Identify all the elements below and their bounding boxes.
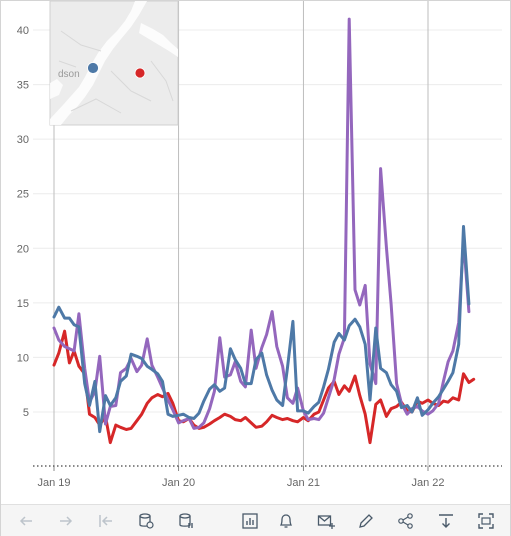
map-water-sound <box>139 23 178 57</box>
y-tick-label: 15 <box>17 298 29 310</box>
x-axis: Jan 19 Jan 20 Jan 21 Jan 22 <box>33 465 502 489</box>
y-tick-label: 40 <box>17 25 29 37</box>
alert-bell-icon <box>279 514 293 528</box>
map-water-bay <box>50 79 63 99</box>
redo-button[interactable] <box>55 511 77 531</box>
x-tick-label: Jan 19 <box>37 477 70 489</box>
y-tick-label: 10 <box>17 352 29 364</box>
inset-map[interactable]: dson <box>49 1 179 126</box>
map-place-label: dson <box>58 69 80 80</box>
y-tick-label: 25 <box>17 189 29 201</box>
revert-icon <box>99 515 112 527</box>
pause-data-button[interactable] <box>175 511 197 531</box>
undo-button[interactable] <box>15 511 37 531</box>
refresh-data-icon <box>139 513 154 529</box>
download-icon <box>439 514 453 528</box>
x-tick-label: Jan 20 <box>162 477 195 489</box>
subscribe-button[interactable] <box>315 511 337 531</box>
map-roads <box>58 30 174 114</box>
x-tick-label: Jan 22 <box>411 477 444 489</box>
revert-button[interactable] <box>95 511 117 531</box>
series-line-1[interactable] <box>52 17 471 430</box>
edit-button[interactable] <box>355 511 377 531</box>
edit-pencil-icon <box>359 514 373 528</box>
y-tick-label: 35 <box>17 80 29 92</box>
y-tick-label: 30 <box>17 134 29 146</box>
pause-data-icon <box>179 513 193 528</box>
y-tick-label: 20 <box>17 243 29 255</box>
fullscreen-button[interactable] <box>475 511 497 531</box>
map-marker-blue[interactable] <box>87 62 99 74</box>
toolbar <box>1 504 510 536</box>
series-line-2[interactable] <box>52 225 471 434</box>
download-button[interactable] <box>435 511 457 531</box>
share-button[interactable] <box>395 511 417 531</box>
gridlines <box>33 1 502 466</box>
y-tick-label: 5 <box>23 407 29 419</box>
view-data-button[interactable] <box>239 511 261 531</box>
redo-arrow-icon <box>60 516 73 526</box>
series-lines[interactable] <box>52 17 476 445</box>
map-water-river <box>50 1 147 125</box>
y-axis: 5 10 15 20 25 30 35 40 <box>17 25 29 419</box>
fullscreen-icon <box>478 513 494 529</box>
refresh-data-button[interactable] <box>135 511 157 531</box>
map-marker-red[interactable] <box>134 67 146 79</box>
line-chart: 5 10 15 20 25 30 35 40 Jan 19 Jan 20 Jan 21 Jan 22… <box>17 1 502 489</box>
alert-button[interactable] <box>275 511 297 531</box>
share-icon <box>398 513 413 529</box>
undo-arrow-icon <box>19 516 32 526</box>
view-data-icon <box>242 513 258 529</box>
subscribe-mail-icon <box>317 515 335 529</box>
x-tick-label: Jan 21 <box>287 477 320 489</box>
